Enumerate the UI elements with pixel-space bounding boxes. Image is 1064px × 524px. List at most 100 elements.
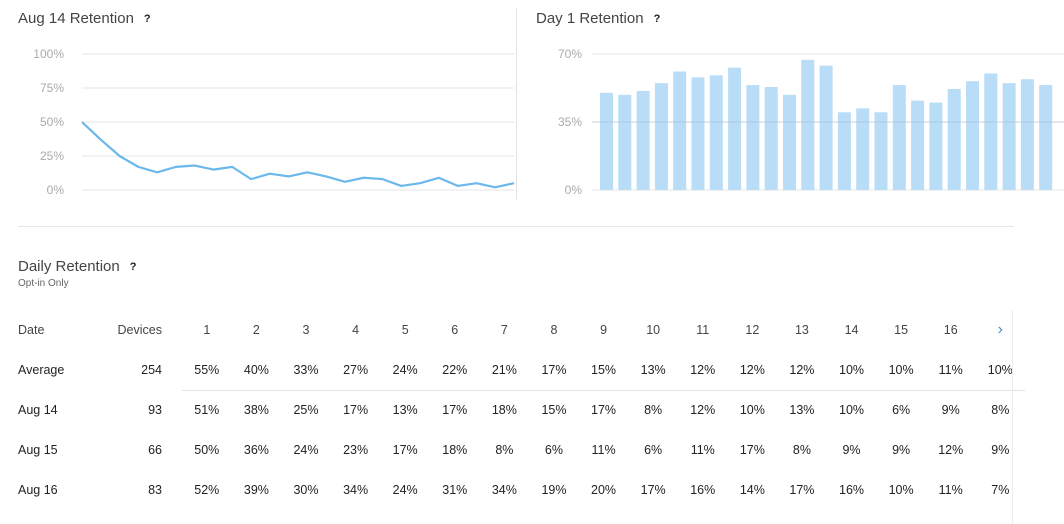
bar-y-tick-label: 70%: [558, 47, 582, 61]
retention-cell: 21%: [479, 350, 530, 391]
retention-cell: 9%: [892, 443, 911, 457]
header-day-2: 2: [252, 323, 260, 337]
retention-cell: 24%: [293, 443, 319, 457]
row-devices: 254: [141, 363, 162, 377]
bar[interactable]: [966, 81, 979, 190]
bar[interactable]: [783, 94, 796, 190]
bar[interactable]: [856, 108, 870, 190]
retention-cell: 19%: [541, 483, 567, 497]
bar[interactable]: [673, 71, 687, 190]
day1-retention-title-text: Day 1 Retention: [536, 10, 644, 27]
bar[interactable]: [911, 100, 925, 190]
table-row: Aug 14 93 51% 38% 25% 17% 13% 17% 18% 15% 17% 8% 12%…: [18, 390, 1025, 430]
retention-cell: 17%: [640, 483, 666, 497]
bar[interactable]: [728, 67, 742, 190]
next-columns-chevron-icon[interactable]: ›: [997, 321, 1003, 338]
retention-cell: 11%: [591, 443, 616, 457]
retention-cell: 30%: [293, 483, 319, 497]
retention-cell: 13%: [628, 350, 678, 391]
line-y-tick-label: 0%: [47, 183, 65, 197]
header-day-9: 9: [600, 323, 608, 337]
aug14-help-icon[interactable]: ?: [143, 13, 151, 25]
bar[interactable]: [984, 73, 998, 190]
aug14-retention-title-text: Aug 14 Retention: [18, 10, 134, 27]
row-date: Average: [18, 363, 65, 377]
retention-cell: 9%: [941, 403, 960, 418]
retention-cell: 15%: [541, 403, 567, 418]
header-devices: Devices: [117, 323, 162, 337]
line-y-tick-label: 75%: [40, 81, 64, 95]
header-day-13: 13: [794, 323, 809, 337]
line-y-tick-label: 100%: [33, 47, 64, 61]
retention-cell: 51%: [194, 403, 220, 418]
header-day-16: 16: [943, 323, 958, 337]
header-day-11: 11: [696, 323, 710, 337]
retention-cell: 8%: [644, 403, 663, 418]
bar[interactable]: [892, 85, 906, 190]
row-devices: 66: [148, 443, 162, 457]
bar[interactable]: [691, 77, 705, 190]
bar[interactable]: [1020, 79, 1034, 190]
retention-cell: 20%: [591, 483, 617, 497]
daily-help-icon[interactable]: ?: [129, 261, 137, 273]
table-row: Aug 16 83 52% 39% 30% 34% 24% 31% 34% 19% 20% 17% 16…: [18, 470, 1025, 510]
header-day-3: 3: [302, 323, 310, 337]
retention-cell: 17%: [529, 350, 579, 391]
header-day-10: 10: [646, 323, 661, 337]
bar[interactable]: [837, 112, 851, 190]
bar[interactable]: [709, 75, 723, 190]
retention-cell: 16%: [690, 483, 716, 497]
bar[interactable]: [801, 59, 815, 191]
header-day-1: 1: [203, 323, 211, 337]
retention-cell: 24%: [380, 350, 430, 391]
row-date: Aug 16: [18, 483, 58, 497]
retention-cell: 17%: [591, 403, 617, 418]
retention-cell: 33%: [281, 350, 331, 391]
bar[interactable]: [819, 65, 833, 190]
retention-cell: 12%: [677, 350, 728, 391]
retention-cell: 22%: [429, 350, 480, 391]
header-day-6: 6: [451, 323, 459, 337]
bar[interactable]: [947, 88, 961, 190]
retention-cell: 11%: [690, 443, 715, 457]
retention-table: Date Devices 1 2 3 4 5 6 7 8 9 10 11 12 13 14 15 16 › Av…: [18, 310, 1026, 510]
retention-cell: 13%: [789, 403, 815, 418]
retention-cell: 52%: [194, 483, 220, 497]
day1-help-icon[interactable]: ?: [653, 13, 661, 25]
retention-cell: 17%: [343, 403, 369, 418]
table-header-row: Date Devices 1 2 3 4 5 6 7 8 9 10 11 12 13 14 15 16 ›: [18, 310, 1025, 350]
bar[interactable]: [929, 102, 943, 190]
header-day-5: 5: [401, 323, 409, 337]
aug14-retention-title: Aug 14 Retention?: [18, 10, 151, 27]
bar[interactable]: [654, 83, 668, 190]
header-day-8: 8: [550, 323, 558, 337]
table-row: Average 254 55% 40% 33% 27% 24% 22% 21% 17% 15% 13%…: [18, 350, 1026, 391]
retention-cell: 36%: [243, 443, 269, 457]
retention-cell: 16%: [839, 483, 865, 497]
bar[interactable]: [636, 90, 650, 190]
retention-cell: 13%: [392, 403, 418, 418]
retention-cell: 15%: [578, 350, 629, 391]
retention-cell: 8%: [792, 443, 811, 457]
bar[interactable]: [746, 85, 760, 190]
retention-cell: 38%: [243, 403, 269, 418]
bar[interactable]: [600, 92, 613, 190]
retention-cell: 55%: [182, 350, 232, 391]
daily-retention-title: Daily Retention?: [18, 258, 136, 275]
retention-cell: 23%: [343, 443, 369, 457]
retention-cell: 11%: [925, 350, 976, 391]
day1-retention-title: Day 1 Retention?: [536, 10, 660, 27]
bar[interactable]: [764, 87, 778, 190]
section-divider: [18, 226, 1014, 227]
line-y-tick-label: 25%: [40, 149, 64, 163]
bar[interactable]: [1039, 85, 1053, 190]
header-day-4: 4: [352, 323, 360, 337]
retention-cell: 10%: [888, 483, 914, 497]
bar[interactable]: [618, 94, 632, 190]
bar[interactable]: [1002, 83, 1016, 190]
bar[interactable]: [874, 112, 888, 190]
retention-cell: 24%: [392, 483, 418, 497]
row-date: Aug 14: [18, 403, 58, 417]
row-gap: [164, 430, 182, 470]
retention-cell: 27%: [330, 350, 381, 391]
